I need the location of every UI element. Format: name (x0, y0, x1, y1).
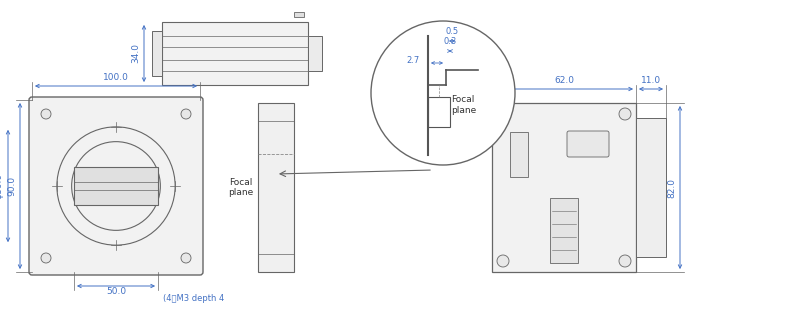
Bar (509, 133, 528, 177)
Bar (161, 22, 308, 85)
Circle shape (181, 109, 191, 119)
Bar (74, 167, 158, 205)
Text: φ80.0: φ80.0 (0, 173, 3, 199)
Bar (491, 103, 635, 272)
Text: 2.7: 2.7 (406, 57, 419, 66)
Circle shape (181, 253, 191, 263)
Text: Focal
plane: Focal plane (450, 95, 475, 115)
Text: 0.3: 0.3 (442, 37, 456, 46)
Circle shape (370, 21, 515, 165)
FancyBboxPatch shape (566, 131, 608, 157)
Text: Focal
plane: Focal plane (227, 178, 253, 197)
Circle shape (41, 253, 51, 263)
Bar (308, 36, 321, 71)
Circle shape (496, 255, 508, 267)
Bar (258, 103, 294, 272)
Bar (294, 12, 304, 17)
Text: 90.0: 90.0 (7, 176, 17, 196)
Bar (427, 97, 450, 127)
Circle shape (618, 108, 630, 120)
Bar (549, 197, 577, 263)
Bar (152, 31, 161, 76)
Text: 100.0: 100.0 (103, 73, 128, 82)
Text: 11.0: 11.0 (640, 76, 660, 85)
Bar (635, 118, 665, 257)
Circle shape (496, 108, 508, 120)
Text: 0.5: 0.5 (445, 27, 458, 36)
Text: 62.0: 62.0 (553, 76, 573, 85)
Circle shape (41, 109, 51, 119)
Circle shape (618, 255, 630, 267)
Text: (4）M3 depth 4: (4）M3 depth 4 (163, 294, 224, 303)
Text: 50.0: 50.0 (106, 287, 126, 296)
Text: 34.0: 34.0 (132, 44, 141, 64)
FancyBboxPatch shape (29, 97, 202, 275)
Text: 82.0: 82.0 (666, 177, 675, 197)
